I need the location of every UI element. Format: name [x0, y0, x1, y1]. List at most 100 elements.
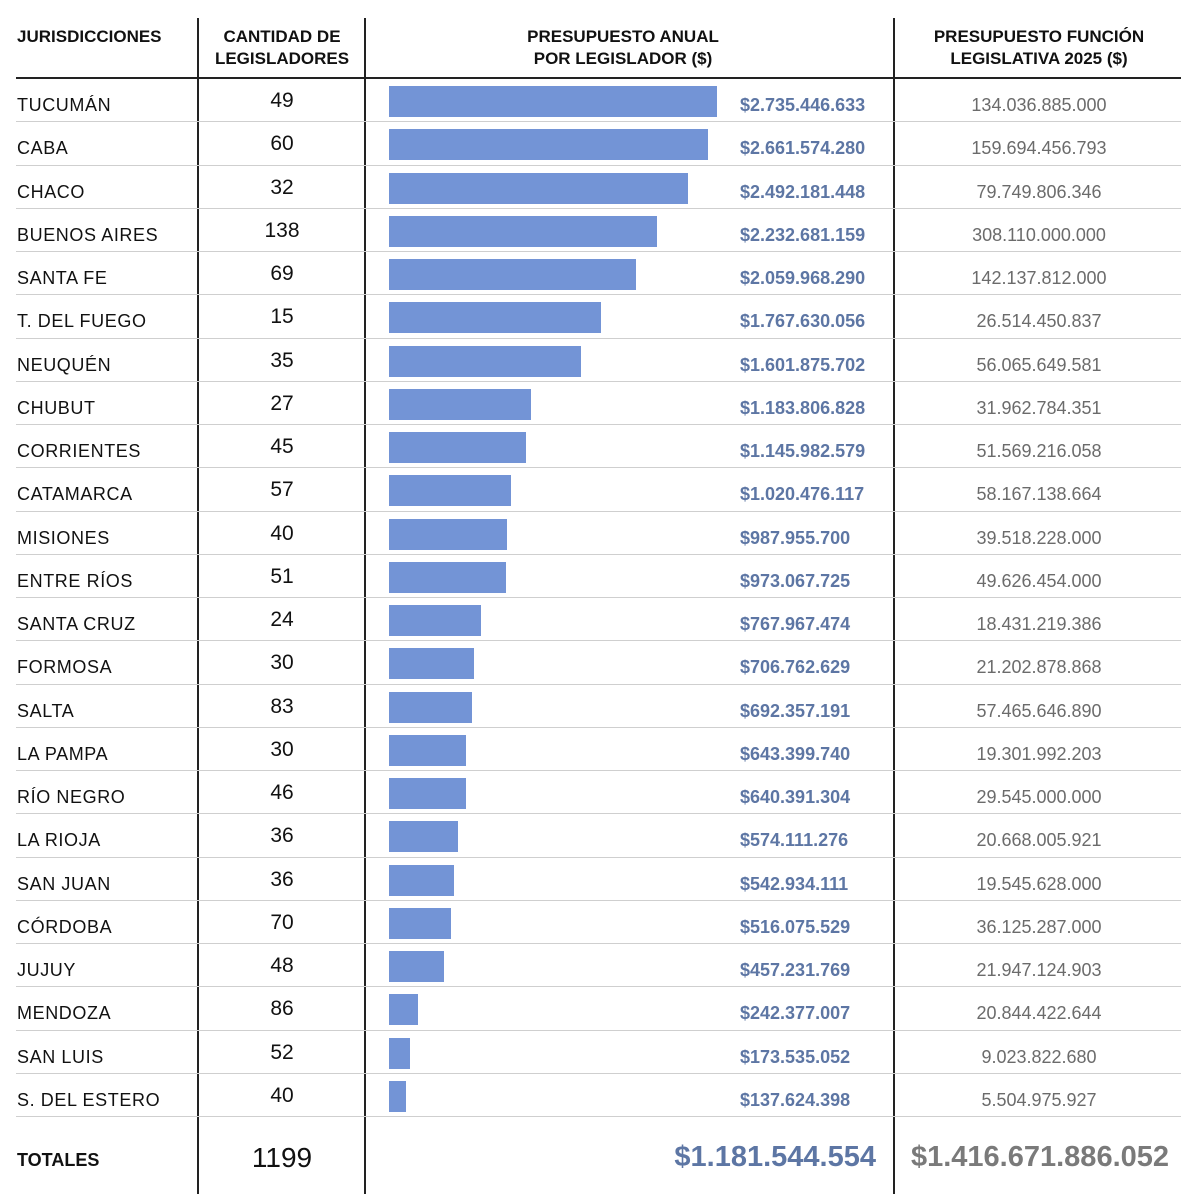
row-separator	[16, 986, 1181, 987]
row-jurisdiccion: RÍO NEGRO	[17, 787, 126, 807]
row-legisladores: 60	[270, 132, 294, 155]
row-presupuesto-label: $640.391.304	[740, 787, 851, 807]
row-presupuesto-label: $2.735.446.633	[740, 95, 866, 115]
row-presupuesto-label: $137.624.398	[740, 1090, 851, 1110]
row-separator	[16, 165, 1181, 166]
row-jurisdiccion: FORMOSA	[17, 657, 113, 677]
row-funcion: 57.465.646.890	[976, 701, 1102, 721]
bar-presupuesto	[389, 519, 507, 550]
row-presupuesto-label: $242.377.007	[740, 1003, 851, 1023]
row-separator	[16, 857, 1181, 858]
row-jurisdiccion: MENDOZA	[17, 1003, 112, 1023]
bar-presupuesto	[389, 648, 474, 679]
row-funcion: 9.023.822.680	[981, 1047, 1097, 1067]
row-legisladores: 45	[270, 435, 294, 458]
row-funcion: 49.626.454.000	[976, 571, 1102, 591]
row-presupuesto-label: $2.059.968.290	[740, 268, 866, 288]
row-separator	[16, 1116, 1181, 1117]
bar-presupuesto	[389, 1038, 410, 1069]
row-legisladores: 36	[270, 868, 294, 891]
column-divider-1	[197, 18, 199, 1194]
row-presupuesto-label: $516.075.529	[740, 917, 851, 937]
row-funcion: 21.947.124.903	[976, 960, 1102, 980]
row-funcion: 134.036.885.000	[971, 95, 1107, 115]
row-funcion: 29.545.000.000	[976, 787, 1102, 807]
row-legisladores: 70	[270, 911, 294, 934]
row-separator	[16, 597, 1181, 598]
row-jurisdiccion: CÓRDOBA	[17, 917, 113, 937]
row-legisladores: 52	[270, 1041, 294, 1064]
row-legisladores: 35	[270, 349, 294, 372]
row-presupuesto-label: $643.399.740	[740, 744, 851, 764]
row-legisladores: 30	[270, 651, 294, 674]
row-separator	[16, 1073, 1181, 1074]
row-jurisdiccion: SALTA	[17, 701, 75, 721]
row-jurisdiccion: CORRIENTES	[17, 441, 142, 461]
row-presupuesto-label: $1.183.806.828	[740, 398, 866, 418]
row-legisladores: 40	[270, 522, 294, 545]
header-cantidad-line2: LEGISLADORES	[214, 49, 350, 68]
header-funcion: PRESUPUESTO FUNCIÓN LEGISLATIVA 2025 ($)	[896, 26, 1182, 70]
row-presupuesto-label: $706.762.629	[740, 657, 851, 677]
row-legisladores: 69	[270, 262, 294, 285]
bar-presupuesto	[389, 908, 451, 939]
header-jurisdicciones: JURISDICCIONES	[17, 27, 162, 46]
row-presupuesto-label: $2.492.181.448	[740, 182, 866, 202]
totals-funcion: $1.416.671.886.052	[910, 1141, 1170, 1173]
row-presupuesto-label: $767.967.474	[740, 614, 851, 634]
row-legisladores: 83	[270, 695, 294, 718]
row-jurisdiccion: SANTA CRUZ	[17, 614, 136, 634]
row-separator	[16, 511, 1181, 512]
row-jurisdiccion: LA PAMPA	[17, 744, 109, 764]
row-funcion: 56.065.649.581	[976, 355, 1102, 375]
row-presupuesto-label: $973.067.725	[740, 571, 851, 591]
row-legisladores: 32	[270, 176, 294, 199]
header-cantidad: CANTIDAD DE LEGISLADORES	[200, 26, 364, 70]
row-funcion: 26.514.450.837	[976, 311, 1102, 331]
bar-presupuesto	[389, 432, 526, 463]
row-legisladores: 51	[270, 565, 294, 588]
bar-presupuesto	[389, 865, 454, 896]
bar-presupuesto	[389, 302, 601, 333]
row-legisladores: 48	[270, 954, 294, 977]
row-jurisdiccion: S. DEL ESTERO	[17, 1090, 161, 1110]
row-funcion: 31.962.784.351	[976, 398, 1102, 418]
row-presupuesto-label: $1.601.875.702	[740, 355, 866, 375]
row-funcion: 79.749.806.346	[976, 182, 1102, 202]
row-separator	[16, 294, 1181, 295]
row-legisladores: 40	[270, 1084, 294, 1107]
bar-presupuesto	[389, 778, 466, 809]
row-jurisdiccion: NEUQUÉN	[17, 355, 112, 375]
row-presupuesto-label: $692.357.191	[740, 701, 851, 721]
header-presupuesto: PRESUPUESTO ANUAL POR LEGISLADOR ($)	[470, 26, 776, 70]
row-separator	[16, 208, 1181, 209]
row-funcion: 308.110.000.000	[972, 225, 1106, 245]
column-divider-3	[893, 18, 895, 1194]
row-separator	[16, 121, 1181, 122]
row-separator	[16, 424, 1181, 425]
row-presupuesto-label: $1.020.476.117	[740, 484, 865, 504]
totals-label: TOTALES	[17, 1150, 100, 1170]
row-legisladores: 138	[264, 219, 300, 242]
bar-presupuesto	[389, 735, 466, 766]
row-legisladores: 49	[270, 89, 294, 112]
bar-presupuesto	[389, 951, 444, 982]
row-legisladores: 36	[270, 824, 294, 847]
row-separator	[16, 770, 1181, 771]
row-funcion: 20.844.422.644	[976, 1003, 1102, 1023]
row-jurisdiccion: CHACO	[17, 182, 86, 202]
row-legisladores: 24	[270, 608, 294, 631]
row-legisladores: 27	[270, 392, 294, 415]
row-legisladores: 57	[270, 478, 294, 501]
header-presupuesto-line1: PRESUPUESTO ANUAL	[527, 27, 719, 46]
row-legisladores: 30	[270, 738, 294, 761]
row-separator	[16, 900, 1181, 901]
bar-presupuesto	[389, 259, 636, 290]
row-separator	[16, 251, 1181, 252]
bar-presupuesto	[389, 173, 688, 204]
row-funcion: 18.431.219.386	[976, 614, 1102, 634]
bar-presupuesto	[389, 821, 458, 852]
header-funcion-line2: LEGISLATIVA 2025 ($)	[950, 49, 1128, 68]
row-jurisdiccion: ENTRE RÍOS	[17, 571, 134, 591]
row-legisladores: 86	[270, 997, 294, 1020]
